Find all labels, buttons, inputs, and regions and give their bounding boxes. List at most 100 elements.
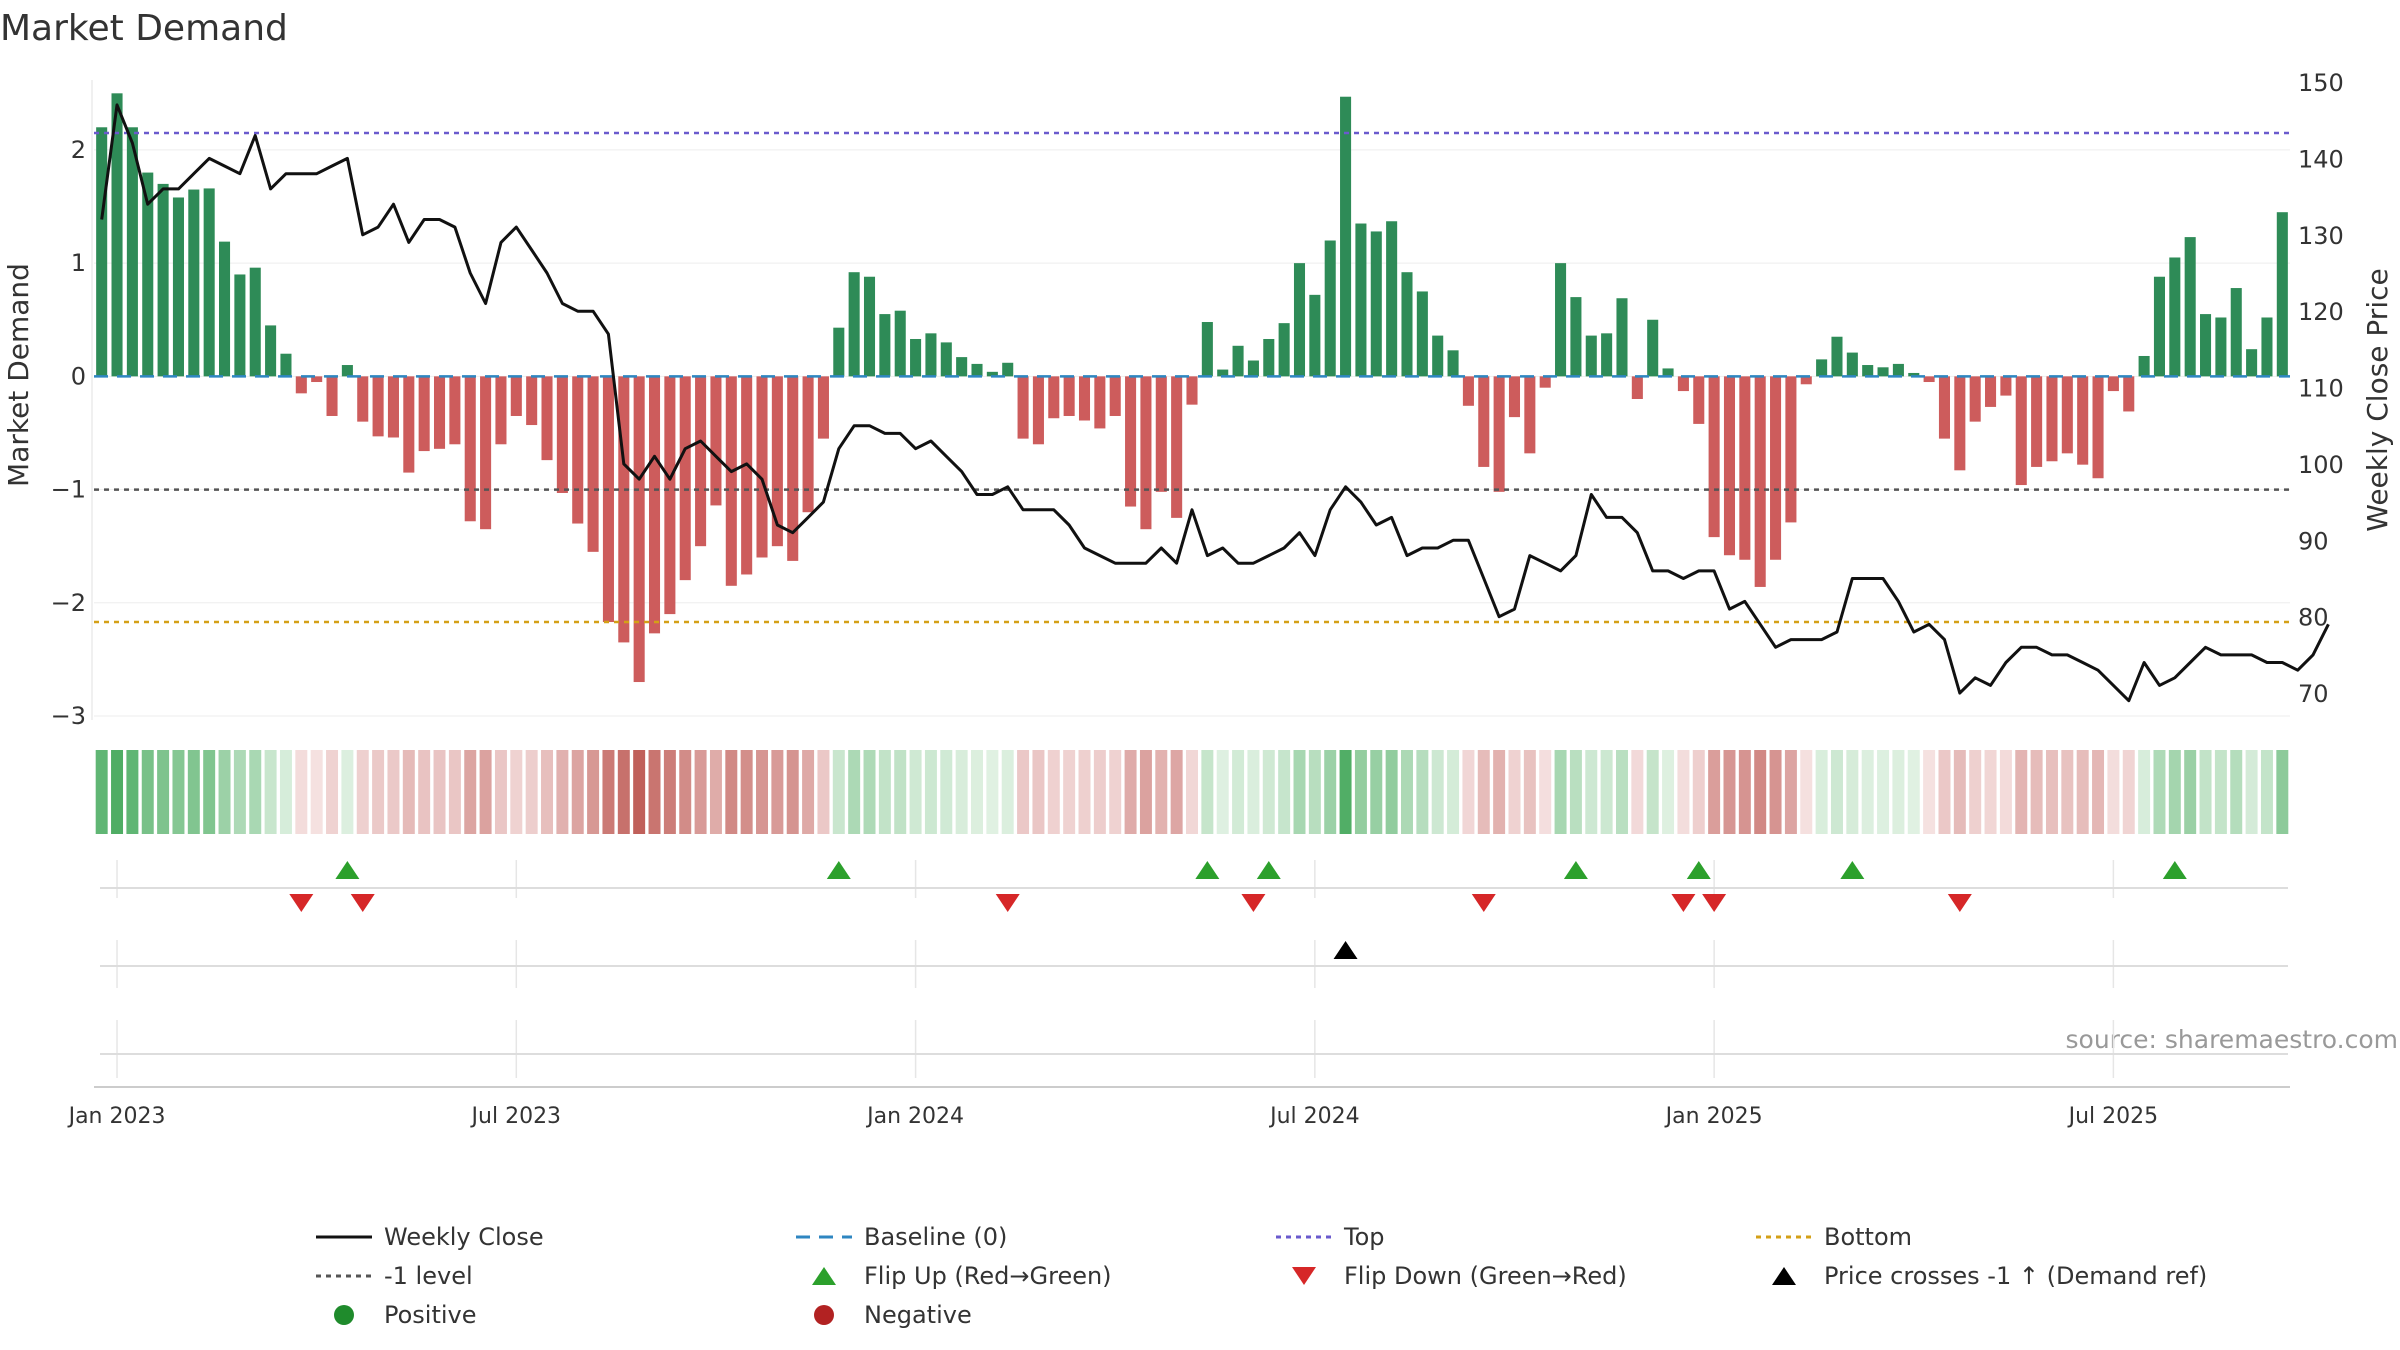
demand-bar	[1048, 376, 1060, 419]
heat-cell	[1124, 750, 1137, 834]
heat-cell	[1293, 750, 1306, 834]
demand-bar	[172, 197, 184, 377]
heat-cell	[1646, 750, 1659, 834]
demand-bar	[1954, 376, 1966, 471]
legend-item: Baseline (0)	[796, 1223, 1007, 1251]
demand-bar	[1754, 376, 1766, 587]
heat-cell	[1877, 750, 1890, 834]
demand-bar	[341, 365, 353, 377]
y2-tick-label: 140	[2298, 145, 2344, 173]
demand-bar	[1662, 368, 1674, 377]
demand-bar	[648, 376, 661, 634]
heat-cell	[341, 750, 354, 834]
heat-cell	[2061, 750, 2074, 834]
demand-bar	[1570, 297, 1582, 377]
heat-cell	[356, 750, 369, 834]
heat-cell	[1938, 750, 1951, 834]
heat-cell	[1247, 750, 1260, 834]
heat-cell	[2260, 750, 2273, 834]
heat-cell	[1093, 750, 1106, 834]
demand-bar	[2169, 257, 2181, 377]
demand-bar	[1508, 376, 1521, 418]
demand-bar	[1677, 376, 1689, 392]
heat-cell	[126, 750, 139, 834]
demand-bar	[572, 376, 584, 524]
demand-bar	[1585, 335, 1597, 377]
heat-cell	[909, 750, 922, 834]
demand-bar	[817, 376, 829, 439]
flip-down-marker	[1947, 894, 1972, 912]
legend-item: Flip Up (Red→Green)	[812, 1262, 1112, 1290]
y-tick-label: −2	[51, 589, 86, 617]
heat-cell	[1846, 750, 1859, 834]
demand-bar	[2092, 376, 2104, 479]
heat-cell	[2015, 750, 2028, 834]
y-tick-label: 0	[71, 362, 86, 390]
heat-cell	[817, 750, 830, 834]
demand-bar	[863, 276, 876, 377]
heat-cell	[264, 750, 277, 834]
heat-cell	[326, 750, 339, 834]
demand-bar	[387, 376, 399, 438]
heat-cell	[1523, 750, 1536, 834]
heat-cell	[894, 750, 907, 834]
heat-cell	[1385, 750, 1398, 834]
y-tick-label: 1	[71, 249, 86, 277]
heat-cell	[1354, 750, 1367, 834]
demand-bar	[1293, 263, 1306, 377]
flip-down-marker	[1702, 894, 1727, 912]
demand-bar	[203, 188, 215, 377]
demand-bar	[188, 189, 200, 377]
demand-bar	[1125, 376, 1137, 507]
heat-cell	[402, 750, 415, 834]
demand-bar	[1309, 294, 1321, 377]
demand-bar	[1447, 350, 1459, 377]
legend-swatch	[814, 1305, 834, 1325]
demand-bar	[1217, 369, 1229, 377]
heat-cell	[1462, 750, 1475, 834]
heat-cell	[479, 750, 492, 834]
demand-bar	[556, 376, 568, 493]
heat-cell	[648, 750, 661, 834]
heat-cell	[2245, 750, 2258, 834]
demand-bar	[1370, 231, 1382, 377]
heat-cell	[1708, 750, 1721, 834]
demand-bar	[96, 127, 108, 377]
demand-bar	[1647, 319, 1659, 377]
demand-bar	[1969, 376, 1981, 422]
demand-bar	[2230, 288, 2242, 377]
legend-label: -1 level	[384, 1262, 473, 1290]
heat-cell	[279, 750, 292, 834]
demand-bar	[1002, 362, 1014, 377]
demand-bar	[510, 376, 522, 416]
flip-up-marker	[2162, 861, 2187, 879]
heat-cell	[1155, 750, 1168, 834]
heat-cell	[1692, 750, 1705, 834]
heat-cell	[940, 750, 953, 834]
heat-cell	[1493, 750, 1506, 834]
heat-cell	[740, 750, 753, 834]
heat-cell	[1447, 750, 1460, 834]
heat-cell	[111, 750, 124, 834]
demand-bar	[1063, 376, 1075, 416]
price-line	[100, 103, 2330, 703]
flip-up-marker	[1840, 861, 1865, 879]
demand-bar	[541, 376, 553, 461]
demand-bar	[1401, 272, 1413, 377]
heat-cell	[1063, 750, 1076, 834]
demand-bar	[2123, 376, 2135, 412]
demand-bar	[695, 376, 707, 547]
demand-bar	[234, 274, 246, 377]
demand-bar	[771, 376, 783, 547]
heat-cell	[1308, 750, 1321, 834]
heat-cell	[1017, 750, 1030, 834]
demand-bar	[2153, 276, 2165, 377]
heat-cell	[525, 750, 538, 834]
demand-bar	[2138, 355, 2150, 377]
demand-bar	[1355, 223, 1367, 377]
demand-bar	[710, 376, 722, 506]
date-tick-label: Jul 2025	[2067, 1104, 2159, 1129]
heat-cell	[863, 750, 876, 834]
heat-cell	[1032, 750, 1045, 834]
y2-tick-label: 130	[2298, 222, 2344, 250]
